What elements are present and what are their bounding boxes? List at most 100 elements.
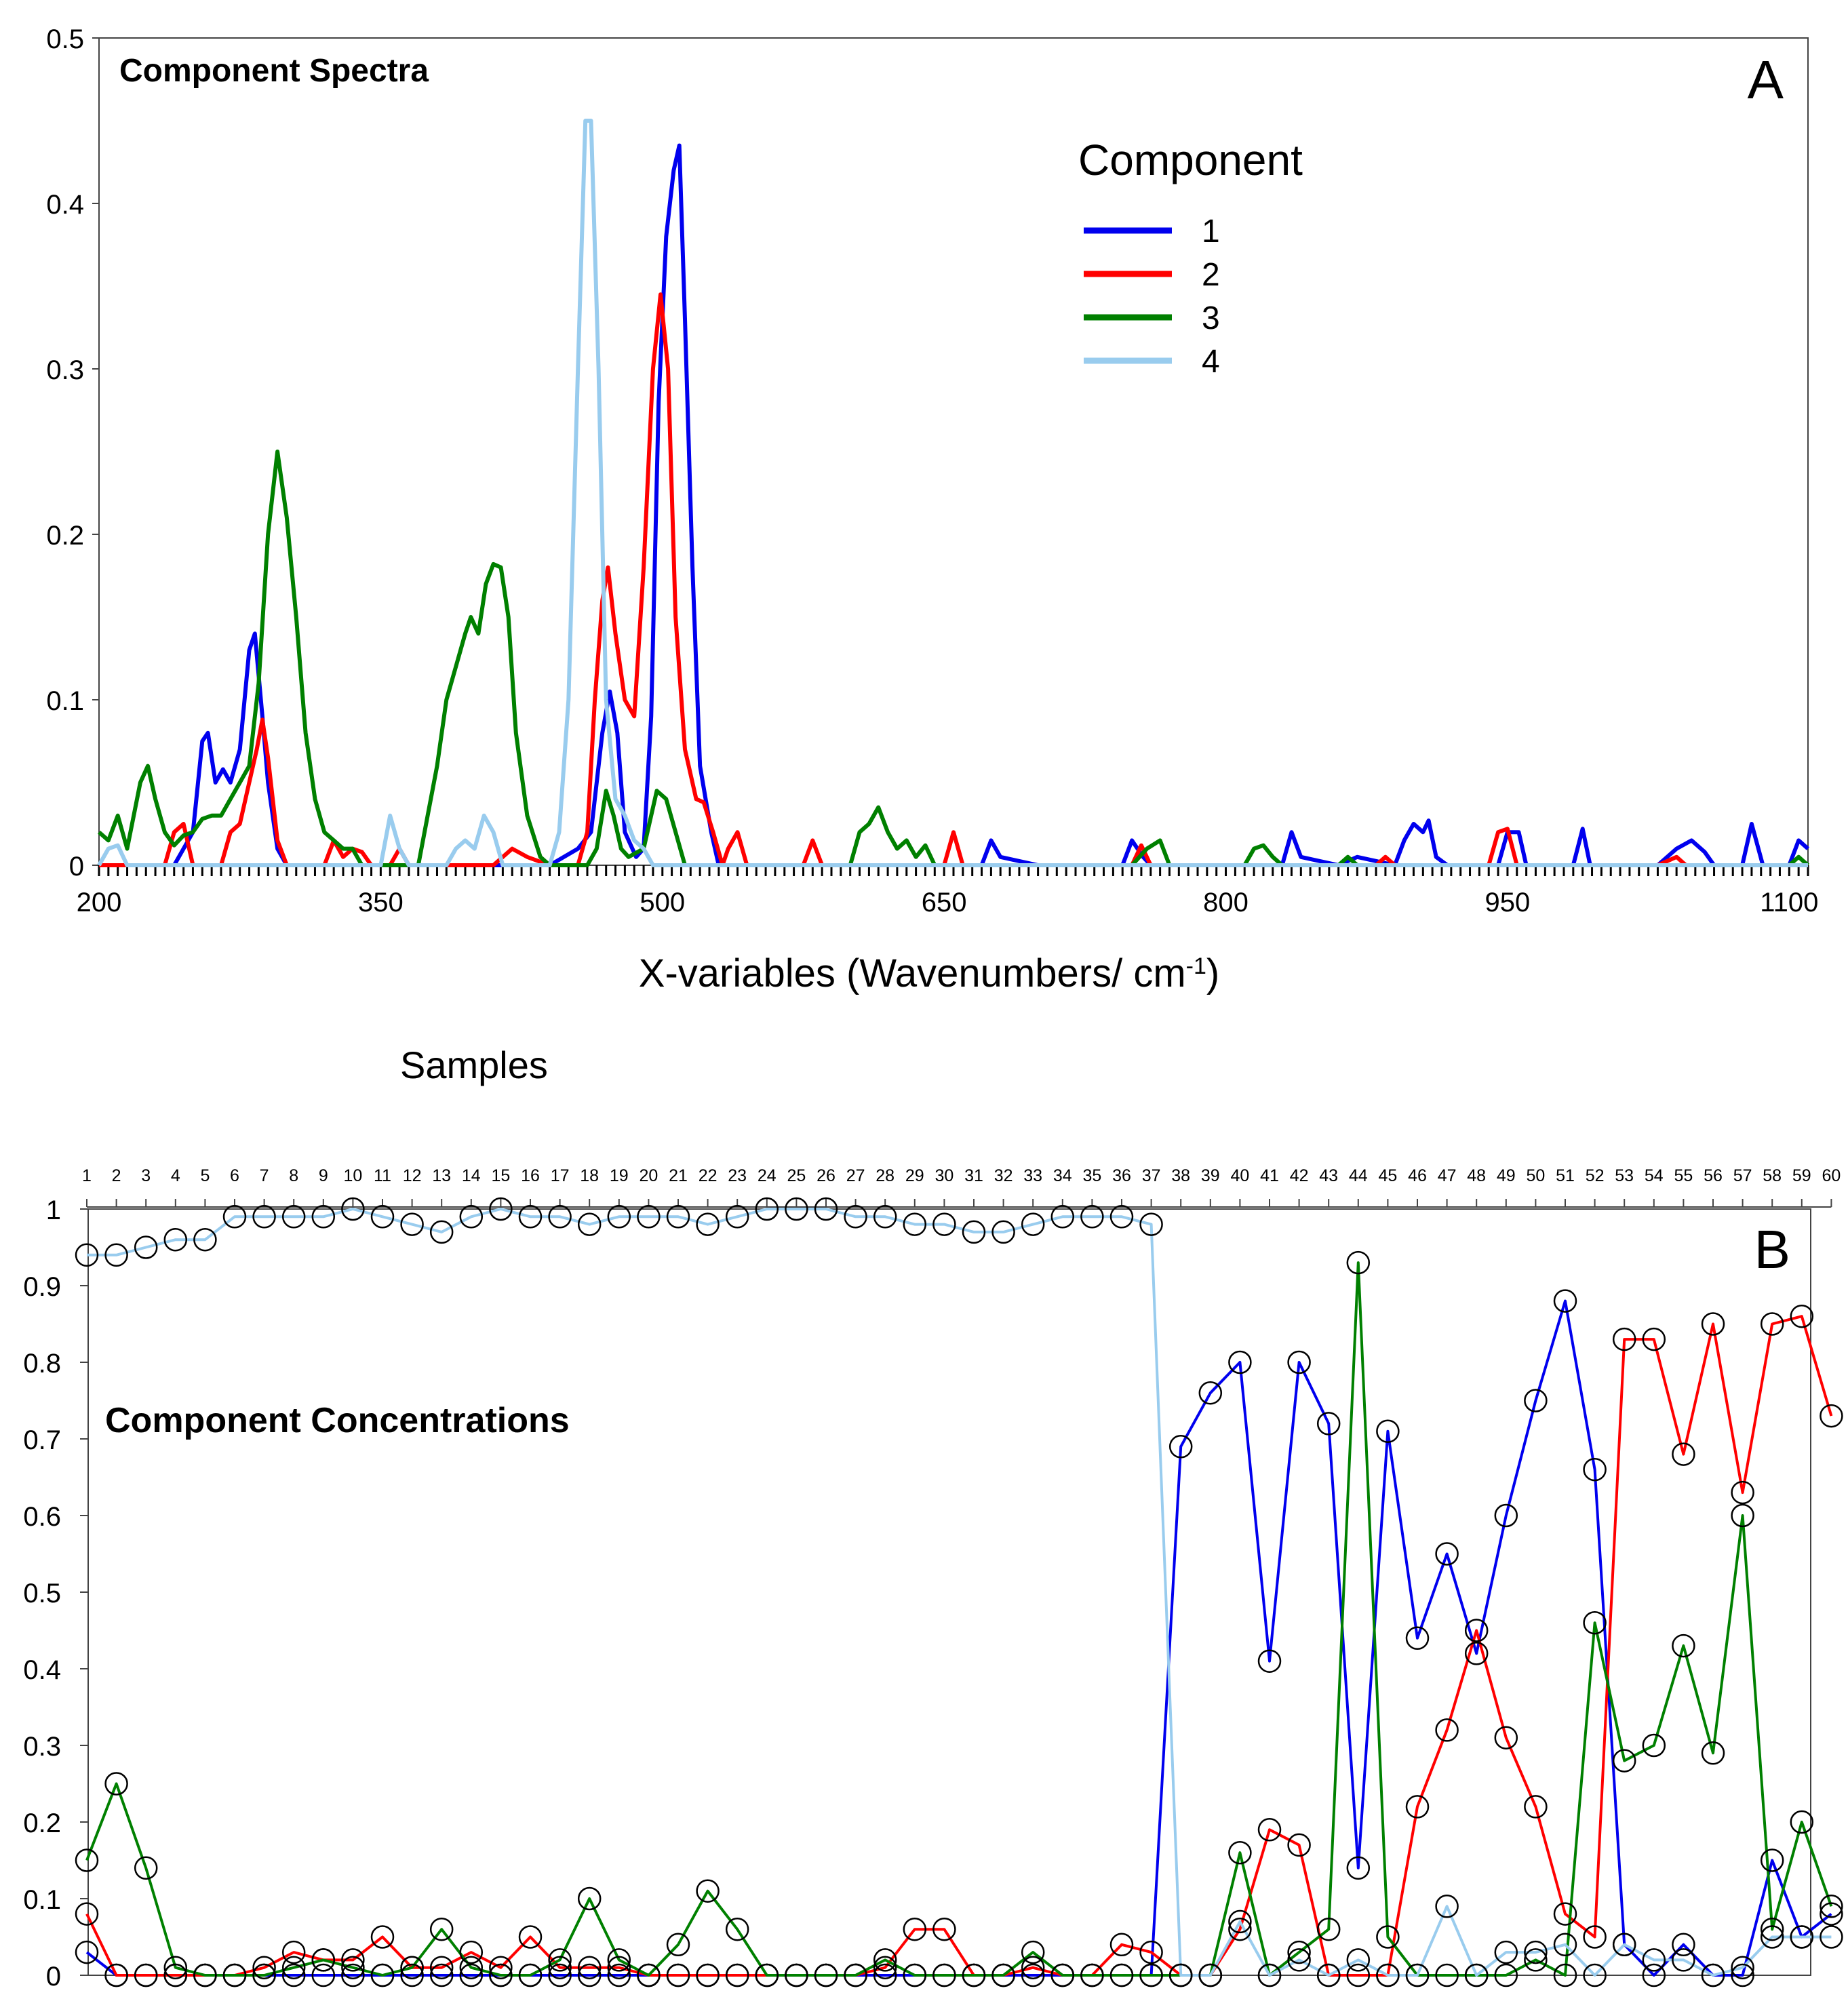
concentration-marker-4 xyxy=(1080,1205,1104,1229)
concentration-marker-4 xyxy=(1612,1933,1636,1957)
concentration-marker-3 xyxy=(1376,1925,1400,1949)
concentration-marker-1 xyxy=(1435,1542,1459,1566)
concentration-marker-3 xyxy=(903,1963,927,1987)
concentration-marker-3 xyxy=(222,1963,247,1987)
legend-label-2: 2 xyxy=(1202,257,1220,293)
concentration-marker-4 xyxy=(903,1212,927,1236)
concentration-marker-4 xyxy=(518,1205,543,1229)
sample-tick-label: 7 xyxy=(260,1166,269,1185)
concentration-marker-1 xyxy=(429,1963,454,1987)
x-tick-label: 800 xyxy=(1203,888,1249,917)
y-tick-label: 0.3 xyxy=(46,355,84,385)
concentration-marker-3 xyxy=(104,1772,128,1796)
concentration-marker-4 xyxy=(548,1205,572,1229)
concentration-marker-1 xyxy=(1287,1350,1311,1374)
concentration-marker-1 xyxy=(400,1963,424,1987)
concentration-marker-2 xyxy=(518,1925,543,1949)
concentration-marker-3 xyxy=(429,1917,454,1941)
concentration-marker-4 xyxy=(962,1220,986,1244)
concentration-marker-3 xyxy=(873,1948,897,1972)
concentration-marker-4 xyxy=(1494,1940,1518,1964)
sample-tick-label: 22 xyxy=(699,1166,717,1185)
sample-tick-label: 8 xyxy=(289,1166,298,1185)
spectrum-line-2 xyxy=(99,292,1808,867)
concentration-marker-2 xyxy=(429,1956,454,1979)
concentration-marker-3 xyxy=(1612,1749,1636,1773)
sample-tick-label: 28 xyxy=(876,1166,894,1185)
concentration-marker-1 xyxy=(873,1963,897,1987)
sample-tick-label: 49 xyxy=(1497,1166,1516,1185)
concentration-marker-4 xyxy=(1553,1933,1577,1957)
y-tick-label: 0.5 xyxy=(46,24,84,54)
sample-tick-label: 58 xyxy=(1763,1166,1782,1185)
concentration-marker-4 xyxy=(607,1205,631,1229)
x-label-main: X-variables (Wavenumbers/ cm xyxy=(639,951,1186,995)
sample-tick-label: 9 xyxy=(319,1166,328,1185)
x-label-suffix: ) xyxy=(1206,951,1219,995)
concentration-marker-4 xyxy=(163,1227,188,1252)
concentration-marker-1 xyxy=(1524,1389,1548,1412)
x-label-superscript: -1 xyxy=(1186,953,1206,979)
concentration-marker-4 xyxy=(104,1243,128,1267)
legend-label-4: 4 xyxy=(1202,344,1220,380)
concentration-marker-4 xyxy=(1672,1948,1695,1972)
concentrations-plot-frame xyxy=(87,1208,1811,1976)
concentration-marker-4 xyxy=(1405,1963,1430,1987)
concentration-marker-4 xyxy=(459,1205,484,1229)
concentration-marker-1 xyxy=(1405,1626,1430,1650)
spectra-x-axis: 200 350 500 650 800 950 1100 xyxy=(77,865,1818,917)
sample-tick-label: 17 xyxy=(551,1166,570,1185)
x-tick-label: 1100 xyxy=(1760,888,1818,917)
spectra-plot-frame xyxy=(98,37,1809,866)
concentration-marker-3 xyxy=(1228,1840,1252,1865)
concentration-marker-4 xyxy=(1464,1963,1489,1987)
concentration-marker-4 xyxy=(1021,1212,1045,1236)
y-tick-label: 0.7 xyxy=(23,1425,61,1455)
concentration-marker-3 xyxy=(991,1963,1015,1987)
concentration-marker-4 xyxy=(1731,1956,1754,1979)
sample-tick-label: 56 xyxy=(1704,1166,1723,1185)
sample-tick-label: 47 xyxy=(1438,1166,1457,1185)
concentration-marker-2 xyxy=(548,1956,572,1979)
y-tick-label: 0.4 xyxy=(23,1655,61,1685)
concentration-marker-3 xyxy=(577,1886,602,1911)
sample-tick-label: 52 xyxy=(1586,1166,1605,1185)
concentration-marker-2 xyxy=(1553,1902,1577,1926)
concentration-marker-4 xyxy=(666,1205,690,1229)
concentration-marker-3 xyxy=(755,1963,779,1987)
concentration-marker-3 xyxy=(637,1963,661,1987)
concentration-marker-1 xyxy=(577,1963,602,1987)
concentration-marker-3 xyxy=(1553,1963,1577,1987)
concentrations-y-axis: 0 0.1 0.2 0.3 0.4 0.5 0.6 0.7 0.8 0.9 1 xyxy=(23,1195,88,1992)
concentration-marker-4 xyxy=(1287,1948,1311,1972)
spectrum-line-1 xyxy=(99,143,1809,867)
concentration-marker-2 xyxy=(696,1963,720,1987)
concentration-marker-3 xyxy=(607,1948,631,1972)
concentration-line-3 xyxy=(85,1261,1833,1977)
concentration-marker-1 xyxy=(1820,1902,1843,1926)
concentration-marker-2 xyxy=(1346,1963,1371,1987)
concentration-marker-3 xyxy=(548,1948,572,1972)
spectrum-line-4 xyxy=(97,119,1808,867)
concentration-marker-2 xyxy=(666,1963,690,1987)
concentration-marker-3 xyxy=(844,1963,867,1987)
concentration-marker-2 xyxy=(1494,1726,1518,1749)
concentration-marker-4 xyxy=(725,1205,749,1229)
sample-tick-label: 54 xyxy=(1645,1166,1664,1185)
concentration-marker-3 xyxy=(1050,1963,1075,1987)
concentration-marker-4 xyxy=(400,1212,424,1236)
concentration-marker-4 xyxy=(252,1205,276,1229)
concentration-marker-2 xyxy=(577,1956,602,1979)
concentration-marker-1 xyxy=(1021,1963,1045,1987)
concentration-marker-3 xyxy=(725,1917,749,1941)
spectra-x-axis-label: X-variables (Wavenumbers/ cm-1) xyxy=(639,951,1219,995)
concentration-marker-2 xyxy=(1435,1718,1459,1742)
x-tick-label: 350 xyxy=(358,888,404,917)
concentration-marker-2 xyxy=(1731,1480,1754,1505)
concentration-marker-4 xyxy=(1701,1963,1725,1987)
concentration-marker-3 xyxy=(1139,1963,1163,1987)
concentration-marker-3 xyxy=(75,1848,99,1872)
concentration-marker-2 xyxy=(341,1948,365,1972)
y-tick-label: 0.2 xyxy=(46,521,84,551)
